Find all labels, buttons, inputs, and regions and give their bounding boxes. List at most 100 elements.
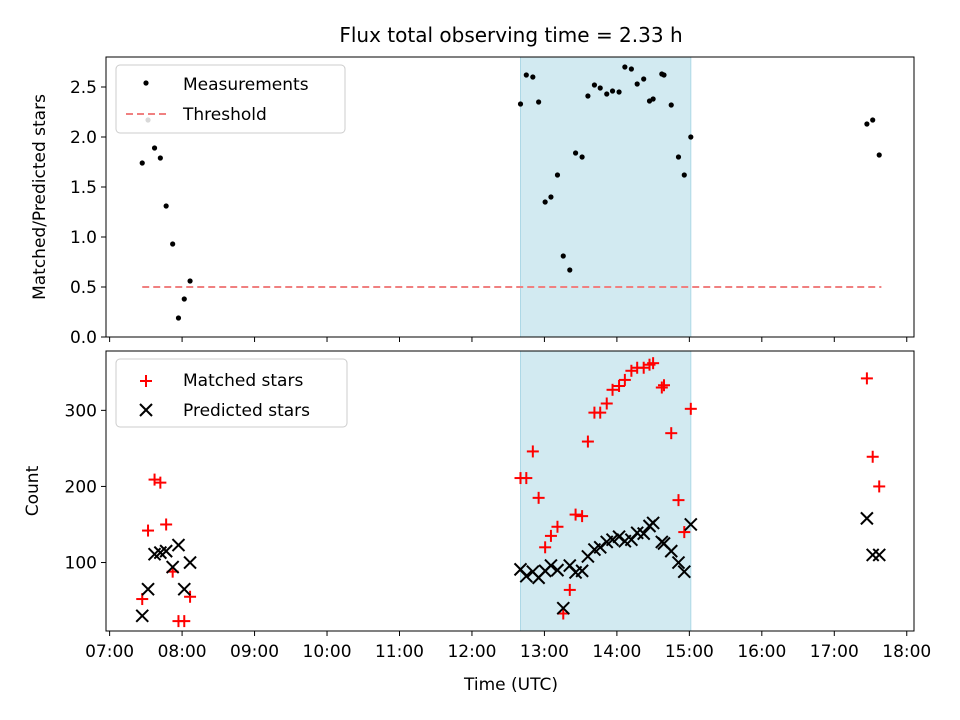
measurement-point [634, 81, 640, 87]
matched-star-point [576, 510, 589, 523]
predicted-star-stroke [550, 563, 565, 577]
measurement-point [175, 315, 182, 321]
matched-star-point [665, 427, 678, 440]
predicted-star-point [177, 582, 191, 596]
observing-time-shaded-span [520, 56, 692, 338]
top-ytick-label: 2.0 [70, 128, 97, 148]
measurement-point [604, 91, 610, 97]
predicted-star-stroke [165, 560, 180, 574]
predicted-star-stroke [646, 516, 660, 530]
matched-star-point [684, 402, 697, 415]
bottom-panel: 100 200 300 07:00 08:00 09:00 10:00 11:00 12:00… [23, 350, 931, 695]
predicted-star-stroke [141, 582, 155, 596]
predicted-star-point [556, 601, 570, 615]
measurement-point [641, 76, 647, 82]
bottom-ytick-label: 100 [65, 554, 97, 574]
predicted-star-point [872, 548, 886, 562]
top-ytick-label: 2.5 [70, 78, 97, 98]
predicted-star-stroke [860, 511, 874, 526]
measurement-point [876, 152, 882, 158]
xtick-label: 10:00 [303, 642, 352, 662]
matched-star-point [655, 381, 668, 394]
predicted-star-point [646, 516, 660, 530]
predicted-star-stroke [657, 536, 671, 551]
xtick-label: 17:00 [810, 642, 859, 662]
matched-star-point [563, 583, 576, 596]
measurement-point [554, 172, 561, 178]
xtick-label: 13:00 [520, 642, 569, 662]
predicted-star-stroke [872, 548, 886, 562]
predicted-star-stroke [513, 562, 528, 577]
measurement-point [517, 101, 524, 107]
measurement-point [536, 99, 542, 105]
predicted-star-point [159, 544, 173, 558]
measurement-point [688, 134, 694, 140]
xtick-label: 16:00 [737, 642, 786, 662]
matched-star-point [184, 590, 197, 603]
bottom-ytick-label: 300 [65, 401, 97, 421]
predicted-star-stroke [636, 526, 651, 541]
measurement-point [675, 154, 682, 160]
matched-star-point [600, 397, 613, 410]
x-axis-label: Time (UTC) [463, 675, 558, 695]
measurement-point [542, 199, 548, 205]
legend-label-matched-stars: Matched stars [183, 371, 303, 391]
matched-star-point [594, 406, 607, 419]
chart-title: Flux total observing time = 2.33 h [339, 23, 682, 47]
predicted-star-point [865, 548, 880, 562]
predicted-star-point [684, 517, 698, 532]
predicted-star-point [165, 560, 180, 574]
xtick-label: 15:00 [665, 642, 714, 662]
bottom-y-axis-label: Count [23, 465, 43, 516]
measurement-point [560, 253, 566, 259]
top-legend: Measurements Threshold [115, 64, 346, 134]
measurement-point [661, 72, 667, 78]
predicted-star-point [575, 564, 589, 578]
measurement-point [139, 160, 145, 166]
top-ytick-label: 1.5 [70, 178, 97, 198]
matched-star-point [866, 450, 879, 463]
matched-star-point [544, 529, 557, 542]
predicted-star-stroke [556, 601, 570, 615]
xtick-label: 12:00 [447, 642, 496, 662]
xtick-label: 14:00 [592, 642, 641, 662]
predicted-star-stroke [183, 555, 197, 570]
predicted-star-point [550, 563, 565, 577]
measurement-point [170, 241, 176, 247]
xtick-label: 07:00 [85, 642, 134, 662]
matched-star-point [160, 518, 173, 531]
bottom-x-axis: 07:00 08:00 09:00 10:00 11:00 12:00 13:00 14:00… [85, 631, 931, 662]
predicted-star-point [636, 526, 651, 541]
predicted-star-point [135, 609, 149, 623]
measurement-point [864, 121, 870, 127]
top-ytick-label: 1.0 [70, 228, 97, 248]
predicted-star-stroke [677, 564, 691, 579]
predicted-star-point [860, 511, 874, 526]
predicted-star-stroke [519, 569, 534, 583]
matched-star-point [672, 494, 685, 507]
xtick-label: 18:00 [882, 642, 931, 662]
matched-star-point [520, 472, 533, 485]
measurement-point [579, 154, 585, 160]
measurement-point [870, 117, 876, 123]
predicted-star-stroke [630, 526, 644, 540]
matched-star-point [142, 524, 155, 537]
measurement-point [622, 64, 628, 70]
matched-star-point [154, 476, 167, 489]
predicted-star-stroke [177, 582, 191, 596]
legend-marker-matched-stars-plus [140, 375, 152, 387]
predicted-star-point [671, 555, 686, 570]
matched-star-point [873, 480, 886, 493]
xtick-label: 09:00 [230, 642, 279, 662]
predicted-star-point [183, 555, 197, 570]
measurement-point [616, 89, 622, 95]
top-legend-box [115, 64, 346, 134]
predicted-star-point [141, 582, 155, 596]
measurement-point [628, 66, 634, 72]
xtick-label: 11:00 [375, 642, 424, 662]
bottom-shaded-span-layer [520, 350, 692, 632]
predicted-star-stroke [671, 555, 686, 570]
legend-marker-predicted-stars-x [139, 403, 153, 417]
predicted-star-stroke [159, 544, 173, 558]
